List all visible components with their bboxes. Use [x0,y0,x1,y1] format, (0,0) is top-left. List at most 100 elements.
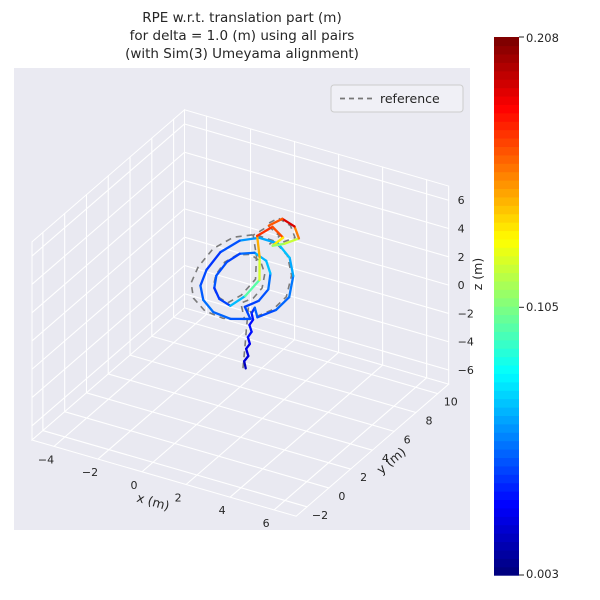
colorbar-gradient-step [494,490,519,501]
colorbar-gradient-step [494,457,519,467]
colorbar-tick-min: 0.003 [526,567,559,581]
colorbar-gradient-step [494,482,519,492]
z-axis-label: z (m) [470,258,485,290]
estimate-trajectory-segment [265,259,272,275]
colorbar-gradient-step [494,297,519,307]
gridline-z [183,293,450,371]
colorbar-gradient-step [494,415,519,425]
x-tick-label: −4 [38,453,54,466]
x-tick-label: 6 [263,517,270,530]
colorbar-gradient-step [494,95,519,105]
colorbar-gradient-step [494,37,519,47]
colorbar-gradient-step [494,45,519,55]
colorbar-gradient-step [494,263,519,274]
estimate-trajectory-segment [255,225,274,238]
colorbar-gradient-step [494,474,519,484]
legend-box [330,84,464,113]
gridline-y [151,335,417,414]
estimate-trajectory-segment [248,323,253,333]
estimate-trajectory-segment [267,272,272,291]
estimate-trajectory-segment [253,306,259,319]
legend-label: reference [380,91,440,106]
colorbar-gradient-step [494,62,519,72]
colorbar-gradient-step [494,373,519,383]
z-tick-label: −6 [458,364,474,377]
estimate-trajectory-segment [288,256,295,278]
colorbar-gradient-step [494,230,519,240]
estimate-trajectory-segment [255,234,261,259]
estimate-trajectory-segment [271,242,286,247]
y-tick-label: 2 [360,471,367,484]
colorbar-gradient-step [494,213,519,223]
colorbar-gradient-step [494,171,519,181]
y-tick-label: 10 [444,396,458,409]
estimate-trajectory-segment [274,296,291,312]
z-tick-label: −2 [458,307,474,320]
colorbar-gradient-step [494,129,519,139]
plot-title-line3: (with Sim(3) Umeyama alignment) [125,46,359,62]
gridline-y [42,430,308,508]
colorbar-gradient-step [494,524,519,534]
colorbar-gradient-step [494,146,519,156]
gridline-z [183,264,450,343]
z-tick-label: 4 [458,223,465,236]
colorbar-gradient-step [494,566,519,576]
estimate-trajectory-segment [244,347,250,358]
colorbar-gradient-step [494,53,519,63]
estimate-trajectory-segment [271,225,285,239]
colorbar-gradient-step [494,465,519,475]
gridline-y [64,411,330,489]
colorbar-gradient-step [494,137,519,147]
estimate-trajectory-segment [288,274,295,299]
colorbar-gradient-step [494,205,519,215]
colorbar-gradient-step [494,70,519,80]
x-tick-label: 4 [219,504,226,517]
estimate-trajectory-segment [202,298,215,314]
colorbar-gradient-step [494,558,519,568]
y-tick-label: 0 [338,490,345,503]
y-tick-label: 4 [382,452,389,465]
estimate-trajectory-segment [238,236,261,242]
colorbar-gradient-step [494,423,519,433]
colorbar-gradient-step [494,448,519,459]
z-tick-label: 0 [458,279,465,292]
estimate-trajectory-segment [257,288,270,302]
gridline-z [31,180,186,314]
estimate-trajectory-segment [213,274,218,290]
colorbar-gradient-step [494,532,519,543]
colorbar-gradient-step [494,348,519,358]
gridline-z [31,264,186,399]
z-tick-label: −4 [458,336,474,349]
colorbar-gradient-step [494,247,519,257]
x-tick-label: −2 [82,466,98,479]
y-tick-label: −2 [312,509,328,522]
colorbar-gradient-step [494,255,519,265]
colorbar-gradient-step [494,541,519,551]
y-tick-label: 8 [425,414,432,427]
colorbar-gradient-step [494,112,519,122]
estimate-trajectory-segment [293,225,301,240]
colorbar-gradient-step [494,104,519,114]
colorbar-gradient-step [494,440,519,450]
colorbar-gradient-step [494,280,519,290]
estimate-trajectory-segment [215,260,228,277]
colorbar-gradient-step [494,381,519,391]
gridline-z [183,180,450,258]
colorbar-gradient-step [494,87,519,97]
estimate-trajectory-segment [281,217,296,228]
colorbar-gradient-step [494,339,519,349]
colorbar-gradient-step [494,516,519,526]
z-tick-label: 6 [458,194,465,207]
colorbar-gradient-step [494,322,519,332]
x-tick-label: 2 [175,491,182,504]
colorbar-gradient-step [494,432,519,442]
colorbar-gradient-step [494,163,519,173]
colorbar-gradient-step [494,364,519,374]
colorbar-gradient-step [494,238,519,248]
gridline-z [183,236,450,314]
estimate-trajectory-segment [267,217,284,227]
colorbar-tick-mid: 0.105 [526,300,559,314]
plot-title-line2: for delta = 1.0 (m) using all pairs [130,28,355,44]
legend[interactable]: reference [330,84,464,113]
